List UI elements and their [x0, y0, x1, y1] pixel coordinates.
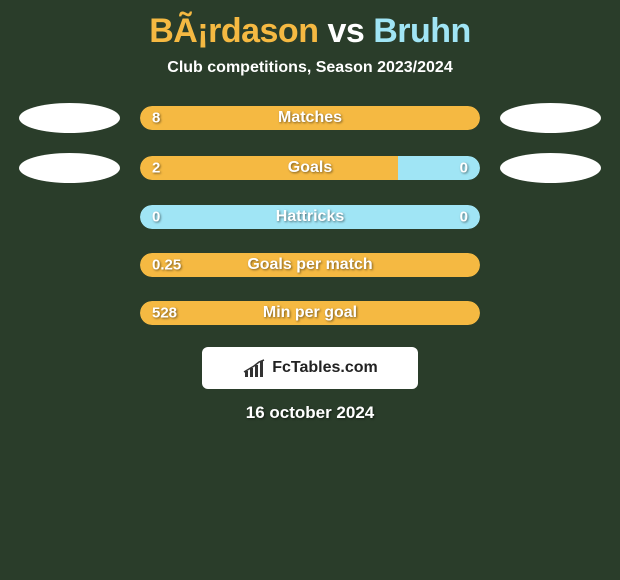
player-marker-left [19, 103, 120, 133]
stat-left-value: 8 [152, 110, 160, 127]
stat-bar: 0 Hattricks 0 [138, 203, 482, 231]
stat-label: Hattricks [276, 208, 344, 226]
stat-left-value: 2 [152, 160, 160, 177]
stat-bar: 2 Goals 0 [138, 154, 482, 182]
stat-row: 0.25 Goals per match [0, 251, 620, 279]
title: BÃ¡rdason vs Bruhn [0, 0, 620, 59]
stat-bar: 0.25 Goals per match [138, 251, 482, 279]
logo-box: FcTables.com [202, 347, 418, 389]
stat-row: 528 Min per goal [0, 299, 620, 327]
stat-right-value: 0 [460, 209, 468, 226]
stat-row: 2 Goals 0 [0, 153, 620, 183]
stat-label: Matches [278, 109, 342, 127]
logo-chart-icon [242, 359, 266, 377]
stat-bar: 8 Matches [138, 104, 482, 132]
stat-label: Goals [288, 159, 332, 177]
stat-row: 0 Hattricks 0 [0, 203, 620, 231]
stat-bar: 528 Min per goal [138, 299, 482, 327]
stat-left-value: 0.25 [152, 257, 181, 274]
stat-left-value: 0 [152, 209, 160, 226]
comparison-infographic: BÃ¡rdason vs Bruhn Club competitions, Se… [0, 0, 620, 423]
player-marker-right [500, 103, 601, 133]
stat-row: 8 Matches [0, 103, 620, 133]
logo-text: FcTables.com [272, 359, 378, 377]
stat-label: Min per goal [263, 304, 357, 322]
stat-label: Goals per match [247, 256, 372, 274]
stat-left-value: 528 [152, 305, 177, 322]
date: 16 october 2024 [0, 403, 620, 423]
stats-list: 8 Matches 2 Goals 0 0 Hattricks 0 0.25 Goals per … [0, 103, 620, 327]
player-marker-right [500, 153, 601, 183]
subtitle: Club competitions, Season 2023/2024 [0, 59, 620, 77]
stat-right-value: 0 [460, 160, 468, 177]
player-marker-left [19, 153, 120, 183]
